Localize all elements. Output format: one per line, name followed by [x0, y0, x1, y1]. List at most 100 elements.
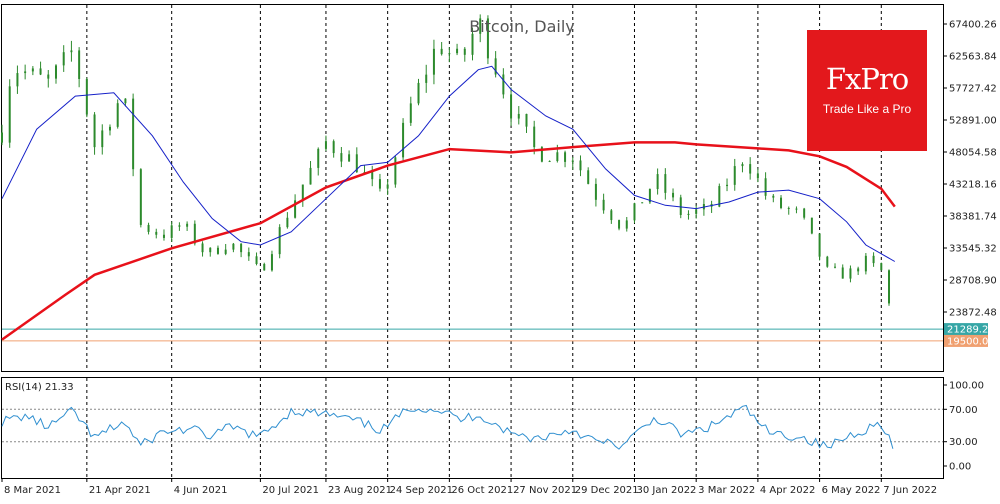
candle-body: [502, 74, 505, 95]
candle-body: [348, 154, 351, 162]
price-level-label: 21289.22: [947, 325, 995, 336]
y-tick-label: 67400.26: [949, 20, 997, 31]
candle-body: [240, 243, 243, 253]
candle-body: [201, 243, 204, 253]
candle-body: [432, 48, 435, 75]
x-tick-label: 30 Jan 2022: [636, 485, 696, 496]
candle-body: [726, 184, 729, 187]
candle-body: [440, 48, 443, 55]
moving-averages: [1, 65, 896, 341]
candle-body: [633, 203, 636, 221]
candle-body: [602, 199, 605, 211]
candle-body: [394, 157, 397, 185]
candle-body: [610, 210, 613, 221]
candle-body: [147, 224, 150, 232]
candle-body: [93, 114, 96, 148]
candle-body: [780, 197, 783, 208]
candle-body: [641, 202, 644, 204]
y-tick-label: 28708.90: [949, 276, 997, 287]
candle-body: [486, 18, 489, 59]
candle-body: [818, 233, 821, 257]
candle-body: [417, 82, 420, 104]
y-tick-label: 43218.16: [949, 180, 997, 191]
candle-body: [494, 58, 497, 75]
candle-body: [186, 223, 189, 227]
candle-body: [263, 263, 266, 271]
candle-body: [672, 192, 675, 198]
candle-body: [162, 234, 165, 238]
candle-body: [849, 268, 852, 279]
candle-body: [888, 270, 891, 304]
candle-body: [625, 220, 628, 229]
y-tick-label: 38381.74: [949, 212, 997, 223]
price-level-tag: [944, 334, 988, 347]
candle-body: [170, 225, 173, 238]
candle-body: [101, 130, 104, 148]
candle-body: [864, 255, 867, 272]
candle-body: [402, 122, 405, 158]
candle-body: [193, 223, 196, 244]
candle-body: [463, 48, 466, 55]
candle-body: [108, 126, 111, 131]
rsi-tick-label: 70.00: [949, 405, 978, 416]
candle-body: [47, 74, 50, 79]
candle-body: [309, 167, 312, 185]
candle-body: [85, 78, 88, 115]
candle-body: [733, 166, 736, 185]
candle-body: [556, 152, 559, 162]
rsi-plot-frame: [1, 377, 944, 479]
x-tick-label: 27 Nov 2021: [513, 485, 577, 496]
y-tick-label: 48054.58: [949, 148, 997, 159]
candle-body: [533, 126, 536, 148]
candle-body: [317, 148, 320, 168]
candle-body: [386, 184, 389, 189]
x-tick-label: 23 Aug 2021: [328, 485, 392, 496]
candle-body: [456, 48, 459, 54]
candle-body: [695, 209, 698, 214]
candle-body: [618, 220, 621, 229]
vertical-gridlines: [86, 5, 882, 478]
candle-body: [62, 52, 65, 66]
candle-body: [209, 247, 212, 253]
candle-body: [741, 164, 744, 167]
date-axis[interactable]: 8 Mar 2021 21 Apr 2021 4 Jun 2021 20 Jul 20…: [1, 478, 937, 496]
candle-body: [355, 154, 358, 173]
candle-body: [548, 161, 551, 163]
candle-body: [795, 208, 798, 210]
candle-body: [587, 170, 590, 184]
rsi-tick-label: 100.00: [949, 381, 984, 392]
candle-body: [8, 86, 11, 143]
rsi-title: RSI(14) 21.33: [5, 382, 74, 393]
y-tick-label: 33545.32: [949, 244, 997, 255]
candle-body: [232, 243, 235, 250]
y-tick-label: 57727.42: [949, 84, 997, 95]
price-level-tag: [944, 323, 988, 336]
chart-title: Bitcoin, Daily: [469, 17, 575, 36]
rsi-axis: 100.00 70.00 30.00 0.00: [943, 381, 984, 473]
y-tick-label: 62563.84: [949, 52, 997, 63]
candle-body: [571, 160, 574, 162]
x-tick-label: 4 Jun 2021: [174, 485, 228, 496]
ma-fast-line: [1, 65, 896, 262]
x-tick-label: 8 Mar 2021: [4, 485, 61, 496]
logo-tagline: Trade Like a Pro: [822, 102, 912, 116]
x-tick-label: 4 Apr 2022: [760, 485, 815, 496]
candle-body: [479, 18, 482, 34]
rsi-tick-label: 0.00: [949, 462, 971, 473]
candle-body: [363, 171, 366, 173]
main-plot-frame: [1, 4, 944, 372]
candle-body: [340, 153, 343, 162]
candle-body: [155, 231, 158, 235]
fxpro-logo: FxPro Trade Like a Pro: [807, 30, 927, 151]
candle-body: [857, 268, 860, 272]
price-axis[interactable]: 67400.26 62563.84 57727.42 52891.00 48054.58…: [943, 20, 997, 319]
candle-body: [841, 267, 844, 279]
candle-body: [803, 208, 806, 218]
x-tick-label: 3 Mar 2022: [698, 485, 755, 496]
candle-body: [132, 98, 135, 170]
rsi-series-line: [1, 404, 894, 450]
candle-body: [749, 164, 752, 174]
candle-body: [648, 189, 651, 203]
